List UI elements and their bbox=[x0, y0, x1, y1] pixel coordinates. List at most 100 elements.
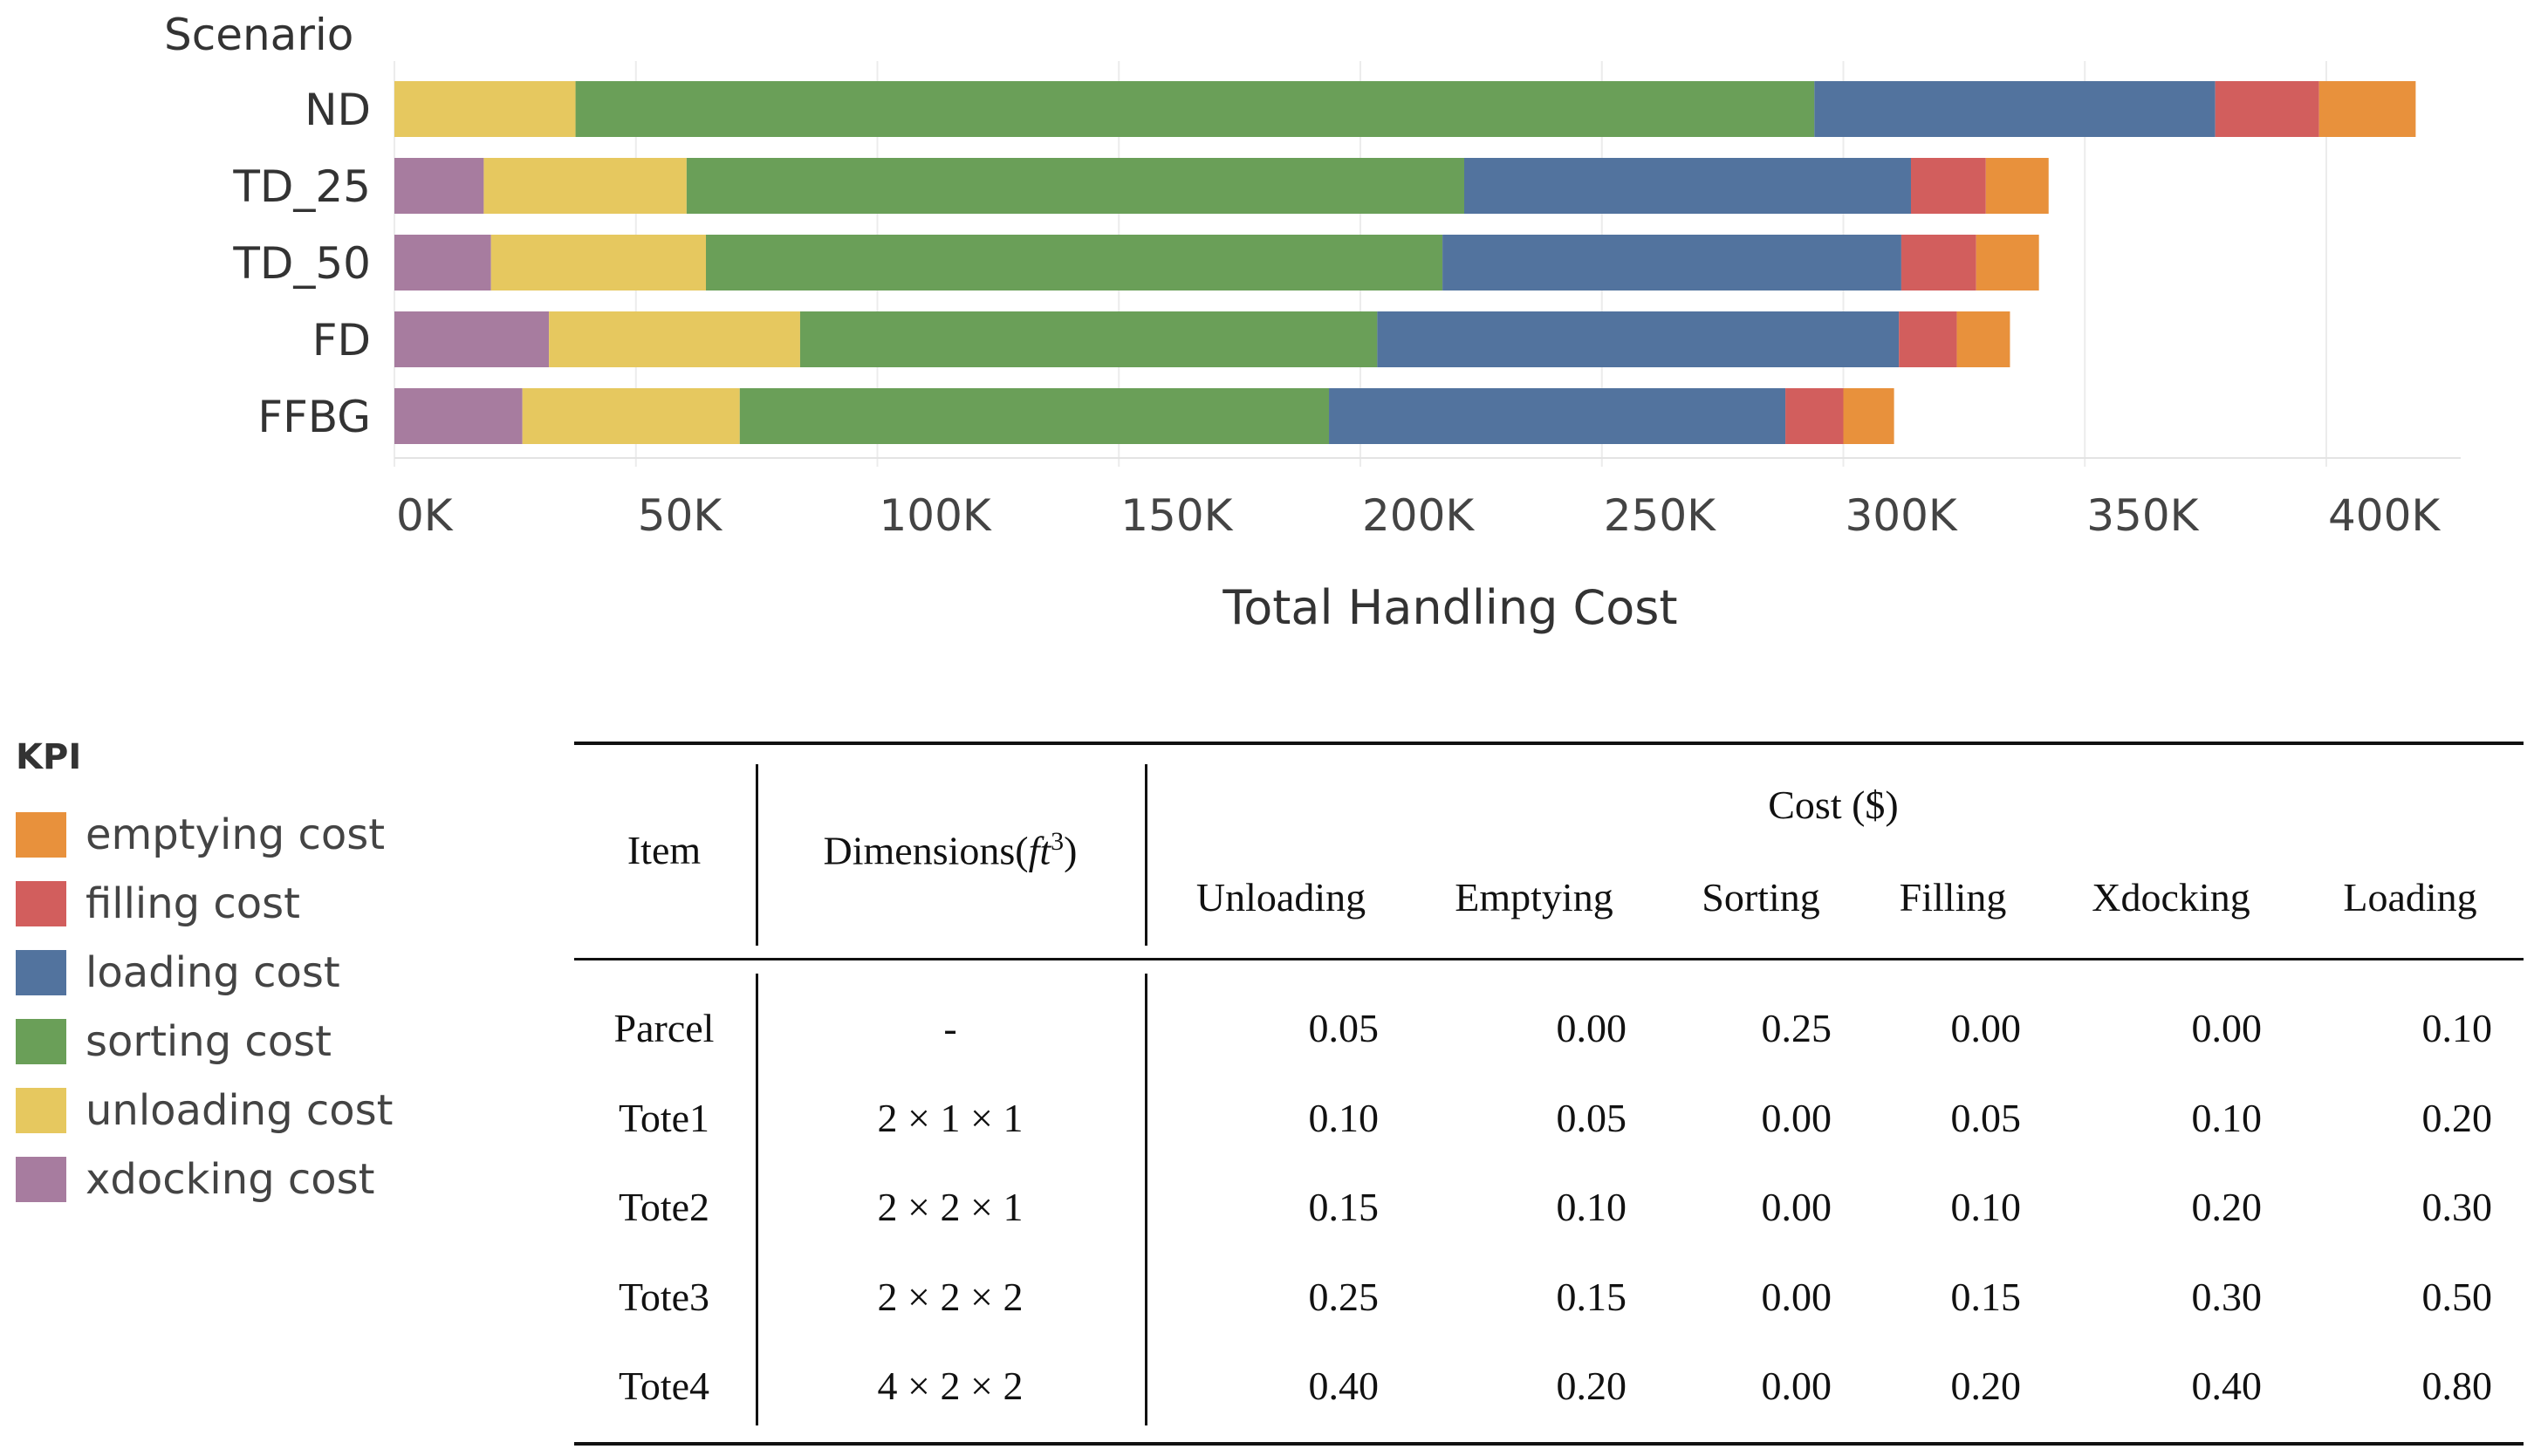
category-label: FD bbox=[312, 315, 371, 366]
table-cell-cost: 0.80 bbox=[2421, 1364, 2493, 1408]
bar-segment bbox=[490, 235, 707, 291]
stacked-bar-chart: Scenario ND TD_25 TD_50 FD FFBG 0K 50K 100K 150… bbox=[164, 10, 2461, 635]
x-tick-label: 50K bbox=[638, 490, 723, 541]
legend-swatch bbox=[16, 949, 66, 995]
cost-column-header: Loading bbox=[2343, 875, 2477, 919]
table-cell-cost: 0.15 bbox=[1556, 1275, 1627, 1319]
legend-items: emptying cost filling cost loading cost sor… bbox=[16, 800, 394, 1213]
table-divider bbox=[756, 764, 758, 946]
legend-label: xdocking cost bbox=[86, 1154, 375, 1204]
table-cell-cost: 0.20 bbox=[2191, 1185, 2263, 1229]
table-cell-cost: 0.05 bbox=[1308, 1006, 1380, 1050]
table-cell-cost: 0.20 bbox=[2421, 1096, 2493, 1140]
legend: KPI emptying cost filling cost loading cos… bbox=[16, 737, 394, 1213]
table-cell-cost: 0.30 bbox=[2421, 1185, 2493, 1229]
table-cell-cost: 0.00 bbox=[2191, 1006, 2263, 1050]
bar-segment bbox=[394, 388, 523, 444]
category-label: FFBG bbox=[257, 392, 371, 442]
table-bottom-rule bbox=[574, 1442, 2524, 1446]
table-cell-dimensions: 2 × 2 × 2 bbox=[877, 1275, 1024, 1319]
table-cell-item: Tote1 bbox=[618, 1096, 710, 1140]
table-cell-cost: 0.10 bbox=[2191, 1096, 2263, 1140]
bar-segment bbox=[1814, 81, 2216, 137]
bar-segment bbox=[575, 81, 1815, 137]
bar-segment bbox=[686, 158, 1465, 214]
table-cell-cost: 0.05 bbox=[1556, 1096, 1627, 1140]
table-divider bbox=[1145, 764, 1147, 946]
cost-table: Item Dimensions(ft3) Cost ($) Unloading E… bbox=[574, 742, 2524, 1448]
bar-segment bbox=[1785, 388, 1844, 444]
table-cell-cost: 0.30 bbox=[2191, 1275, 2263, 1319]
table-cell-cost: 0.05 bbox=[1950, 1096, 2022, 1140]
x-tick-label: 350K bbox=[2086, 490, 2199, 541]
bar-segment bbox=[1899, 311, 1957, 367]
legend-item: sorting cost bbox=[16, 1007, 394, 1076]
legend-label: unloading cost bbox=[86, 1085, 394, 1135]
x-tick-label: 200K bbox=[1362, 490, 1475, 541]
table-cell-cost: 0.00 bbox=[1761, 1364, 1832, 1408]
bar-segment bbox=[1329, 388, 1786, 444]
legend-swatch bbox=[16, 1156, 66, 1202]
x-tick-label: 150K bbox=[1120, 490, 1233, 541]
header-cost-group: Cost ($) bbox=[1768, 783, 1899, 827]
bar-segment bbox=[394, 235, 491, 291]
bar-segment bbox=[1442, 235, 1901, 291]
legend-item: loading cost bbox=[16, 938, 394, 1007]
table-header-rule bbox=[574, 958, 2524, 960]
bar-segment bbox=[522, 388, 740, 444]
bar-segment bbox=[2318, 81, 2416, 137]
category-labels: ND TD_25 TD_50 FD FFBG bbox=[232, 85, 371, 442]
table-cell-cost: 0.10 bbox=[1556, 1185, 1627, 1229]
legend-item: emptying cost bbox=[16, 800, 394, 869]
table-cell-cost: 0.00 bbox=[1761, 1185, 1832, 1229]
legend-label: sorting cost bbox=[86, 1016, 332, 1066]
bar-segment bbox=[394, 311, 550, 367]
category-label: ND bbox=[305, 85, 371, 135]
cost-column-header: Emptying bbox=[1455, 875, 1613, 919]
cost-column-header: Unloading bbox=[1195, 875, 1366, 919]
bar-segment bbox=[1910, 158, 1986, 214]
bar-segment bbox=[2215, 81, 2319, 137]
header-dimensions: Dimensions(ft3) bbox=[823, 827, 1078, 873]
table-cell-cost: 0.25 bbox=[1761, 1006, 1832, 1050]
x-axis-title: Total Handling Cost bbox=[1222, 580, 1677, 635]
table-cell-cost: 0.25 bbox=[1308, 1275, 1380, 1319]
bar-segment bbox=[706, 235, 1443, 291]
cost-column-header: Sorting bbox=[1702, 875, 1820, 919]
table-cell-cost: 0.50 bbox=[2421, 1275, 2493, 1319]
bar-segment bbox=[1985, 158, 2049, 214]
table-cell-cost: 0.15 bbox=[1308, 1185, 1380, 1229]
cost-column-header: Xdocking bbox=[2092, 875, 2250, 919]
legend-swatch bbox=[16, 1087, 66, 1133]
bar-segment bbox=[1976, 235, 2039, 291]
x-tick-labels: 0K 50K 100K 150K 200K 250K 300K 350K 400K bbox=[396, 490, 2441, 541]
table-cell-cost: 0.15 bbox=[1950, 1275, 2022, 1319]
legend-item: filling cost bbox=[16, 869, 394, 938]
legend-item: unloading cost bbox=[16, 1076, 394, 1145]
legend-label: emptying cost bbox=[86, 810, 386, 859]
legend-label: filling cost bbox=[86, 878, 300, 928]
x-tick-label: 250K bbox=[1604, 490, 1716, 541]
table-cell-cost: 0.10 bbox=[1950, 1185, 2022, 1229]
table-cell-dimensions: - bbox=[943, 1006, 957, 1050]
bar-segment bbox=[1956, 311, 2010, 367]
table-cell-cost: 0.00 bbox=[1556, 1006, 1627, 1050]
table-cell-cost: 0.10 bbox=[1308, 1096, 1380, 1140]
legend-swatch bbox=[16, 811, 66, 858]
table-cell-dimensions: 2 × 1 × 1 bbox=[877, 1096, 1024, 1140]
table-cell-item: Tote3 bbox=[618, 1275, 710, 1319]
table-cell-cost: 0.20 bbox=[1556, 1364, 1627, 1408]
category-label: TD_25 bbox=[232, 161, 371, 212]
bar-segment bbox=[1843, 388, 1894, 444]
header-item: Item bbox=[627, 828, 702, 872]
category-axis-title: Scenario bbox=[164, 10, 353, 60]
table-cell-cost: 0.40 bbox=[2191, 1364, 2263, 1408]
x-tick-label: 100K bbox=[880, 490, 992, 541]
table-cell-item: Tote2 bbox=[618, 1185, 710, 1229]
table-cell-cost: 0.10 bbox=[2421, 1006, 2493, 1050]
cost-column-header: Filling bbox=[1899, 875, 2007, 919]
table-cell-cost: 0.00 bbox=[1950, 1006, 2022, 1050]
bar-segment bbox=[394, 81, 576, 137]
table-cell-item: Parcel bbox=[613, 1006, 715, 1050]
table-cell-cost: 0.20 bbox=[1950, 1364, 2022, 1408]
